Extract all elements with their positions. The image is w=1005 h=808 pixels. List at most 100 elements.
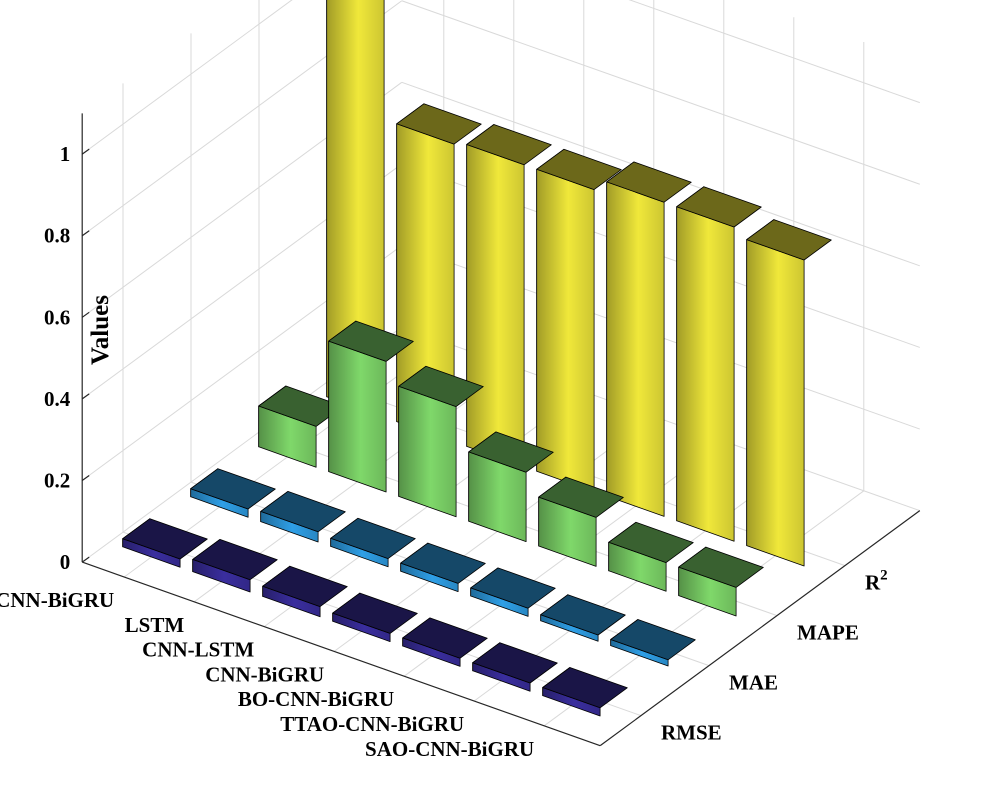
bar-MAE-ISAO-CNN-BiGRU [190, 468, 276, 518]
z-tick-label: 0.6 [44, 305, 70, 329]
bar-MAPE-LSTM [328, 320, 414, 493]
bar-R^2-SAO-CNN-BiGRU [746, 219, 832, 567]
bar-top-face [472, 642, 558, 684]
bar-RMSE-ISAO-CNN-BiGRU [122, 518, 208, 568]
bar-top-face [466, 124, 552, 166]
bar-top-face [122, 518, 208, 560]
back-wall-gridline [628, 0, 920, 104]
bar-top-face [542, 667, 628, 709]
bar-front-shading [468, 451, 527, 542]
bar-front-shading [398, 386, 457, 517]
bar-front-shading [678, 567, 737, 616]
z-tick-label: 1 [60, 142, 71, 166]
bar-front-shading [396, 123, 455, 443]
bar-top-face [190, 468, 276, 510]
bar-front-shading [258, 406, 317, 468]
bar-top-face [468, 431, 554, 473]
bar-top-face [330, 517, 416, 559]
bar-MAE-SAO-CNN-BiGRU [610, 619, 696, 667]
metric-axis-line [599, 510, 921, 747]
bar-front-shading [192, 559, 251, 592]
bar-top-face [260, 490, 346, 533]
z-tick-label: 0.4 [44, 387, 71, 411]
bar-front-shading [538, 497, 597, 567]
bar-front-shading [542, 687, 601, 716]
bar-top-face [400, 542, 486, 584]
z-tick [81, 475, 90, 482]
bar-MAPE-TTAO-CNN-BiGRU [608, 521, 694, 592]
bar-top-face [538, 476, 624, 518]
z-tick [81, 393, 90, 400]
bar-top-face [332, 592, 418, 634]
bar-top-face [608, 521, 694, 563]
bar-front-shading [610, 639, 669, 666]
metric-label: MAE [729, 671, 778, 695]
chart-labels: 00.20.40.60.81ValuesISAO-CNN-BiGRULSTMCN… [0, 142, 888, 761]
metric-label: MAPE [797, 621, 859, 645]
bar-front-shading [466, 144, 525, 467]
bar-RMSE-LSTM [192, 539, 278, 593]
model-label: CNN-LSTM [142, 638, 254, 662]
model-label: SAO-CNN-BiGRU [365, 737, 534, 761]
bar-top-face [396, 103, 482, 145]
bar-front-shading [606, 181, 665, 517]
z-tick-label: 0.8 [44, 224, 70, 248]
bar-top-face [470, 567, 556, 609]
bar-front-shading [536, 169, 595, 492]
bar-front-shading [262, 586, 321, 617]
z-axis-title: Values [87, 295, 114, 365]
chart-axes [81, 113, 921, 747]
bar-MAE-CNN-BiGRU [400, 542, 486, 592]
bar-front-shading [608, 542, 667, 592]
model-label: LSTM [125, 613, 185, 637]
bar-front-shading [326, 0, 385, 418]
bar-MAE-CNN-LSTM [330, 517, 416, 568]
bar-MAPE-SAO-CNN-BiGRU [678, 546, 764, 617]
bar-RMSE-CNN-LSTM [262, 565, 348, 618]
bar-front-shading [330, 538, 389, 567]
bar-RMSE-CNN-BiGRU [332, 592, 418, 642]
bar-top-face [540, 594, 626, 636]
bar-top-face [328, 320, 414, 362]
model-label: CNN-BiGRU [205, 662, 324, 686]
bar-MAE-LSTM [260, 490, 346, 543]
bar-top-face [402, 617, 488, 659]
bar-front-shading [332, 613, 391, 642]
bar-MAPE-BO-CNN-BiGRU [538, 476, 624, 567]
bar-RMSE-SAO-CNN-BiGRU [542, 667, 628, 717]
chart-bars [122, 0, 832, 717]
bar-RMSE-TTAO-CNN-BiGRU [472, 642, 558, 692]
z-tick-label: 0 [60, 550, 71, 574]
metric-label: RMSE [661, 721, 722, 745]
bar-top-face [676, 186, 762, 228]
bar-top-face [746, 219, 832, 261]
model-label: TTAO-CNN-BiGRU [280, 712, 464, 736]
bar-RMSE-BO-CNN-BiGRU [402, 617, 488, 667]
bar-front-shading [746, 239, 805, 566]
bar-top-face [678, 546, 764, 588]
bar-top-face [536, 148, 622, 191]
bar-R^2-ISAO-CNN-BiGRU [326, 0, 385, 418]
bar-front-shading [472, 662, 531, 692]
bar-MAE-BO-CNN-BiGRU [470, 567, 556, 617]
bar-front-shading [122, 538, 181, 568]
metric-superscript: 2 [880, 568, 888, 584]
z-tick-label: 0.2 [44, 469, 70, 493]
bar-front-shading [260, 511, 319, 542]
bar-MAE-TTAO-CNN-BiGRU [540, 594, 626, 642]
bar-R^2-CNN-BiGRU [536, 148, 622, 493]
model-label: BO-CNN-BiGRU [238, 687, 394, 711]
bar-top-face [398, 365, 484, 408]
model-label: ISAO-CNN-BiGRU [0, 588, 114, 612]
bar-front-shading [470, 587, 529, 617]
z-tick [81, 556, 90, 563]
metric-label: R2 [865, 568, 888, 595]
bar-R^2-CNN-LSTM [466, 124, 552, 468]
bar-MAPE-CNN-LSTM [398, 365, 484, 518]
z-tick [81, 311, 90, 318]
bar-R^2-TTAO-CNN-BiGRU [676, 186, 762, 542]
bar-front-shading [676, 206, 735, 542]
bar-front-shading [328, 341, 387, 492]
back-wall-gridline [401, 0, 920, 185]
